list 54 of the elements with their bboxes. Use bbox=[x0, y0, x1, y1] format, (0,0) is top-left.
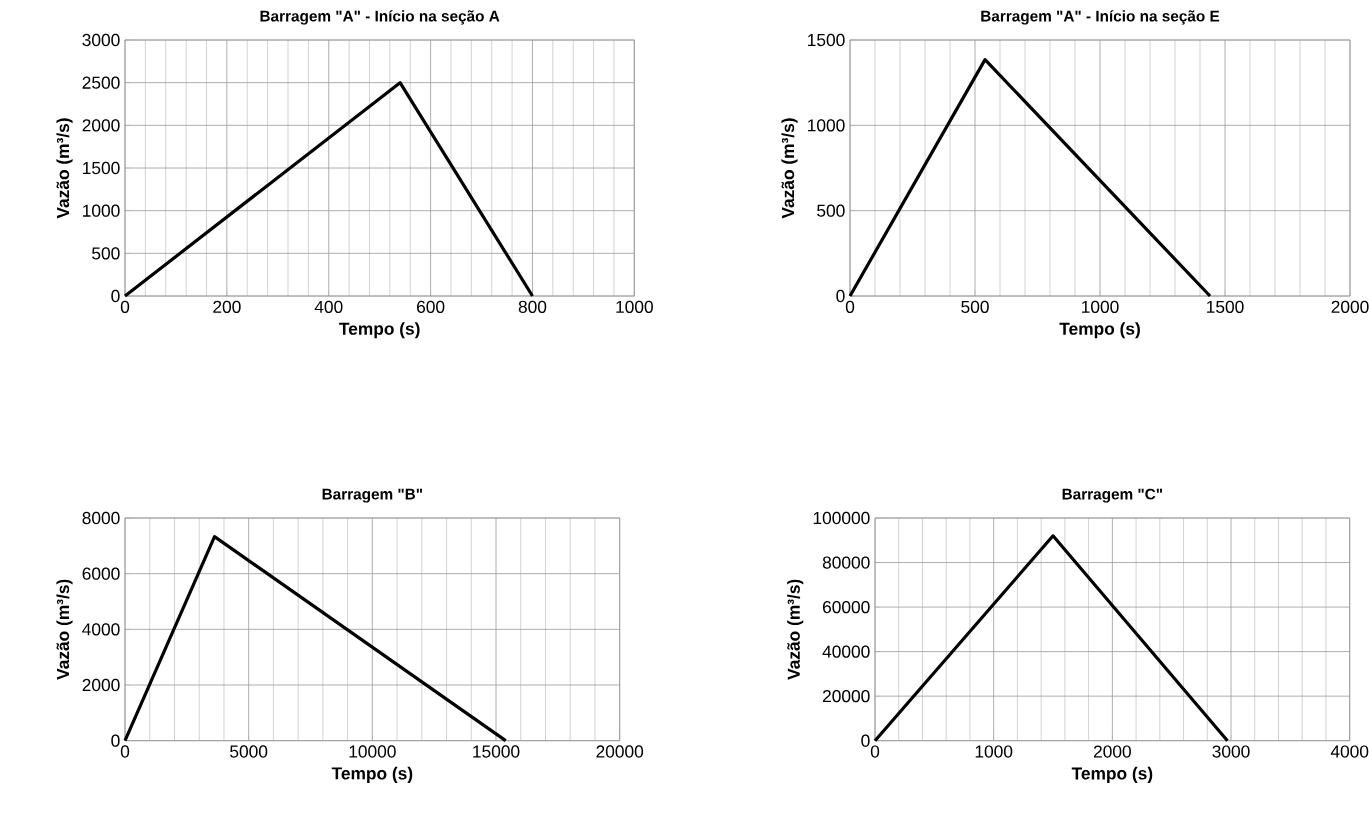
x-tick-label: 2000 bbox=[1331, 300, 1369, 313]
y-tick-label: 1000 bbox=[83, 204, 120, 217]
y-tick-label: 0 bbox=[861, 734, 870, 747]
x-tick-label: 0 bbox=[870, 745, 880, 758]
x-tick-label: 15000 bbox=[473, 745, 520, 758]
y-tick-label: 0 bbox=[111, 734, 120, 747]
x-tick-label: 400 bbox=[314, 300, 343, 313]
y-tick-label: 6000 bbox=[82, 567, 120, 580]
chart-title: Barragem "A" - Início na seção E bbox=[981, 10, 1220, 25]
y-tick-label: 500 bbox=[817, 204, 845, 217]
y-tick-label: 100000 bbox=[813, 511, 870, 525]
x-tick-label: 1000 bbox=[616, 300, 653, 313]
x-tick-label: 1500 bbox=[1207, 300, 1244, 313]
y-tick-label: 40000 bbox=[822, 645, 870, 658]
y-tick-label: 60000 bbox=[822, 600, 870, 614]
y-tick-label: 0 bbox=[836, 289, 845, 303]
y-axis-title: Vazão (m³/s) bbox=[781, 118, 798, 219]
y-tick-label: 1500 bbox=[83, 161, 120, 175]
x-tick-label: 200 bbox=[213, 300, 241, 313]
x-tick-label: 2000 bbox=[1093, 745, 1131, 758]
x-tick-label: 3000 bbox=[1212, 745, 1250, 758]
y-tick-label: 1500 bbox=[808, 33, 845, 47]
x-tick-label: 0 bbox=[120, 300, 130, 313]
y-tick-label: 4000 bbox=[82, 623, 120, 636]
chart-title: Barragem "C" bbox=[1062, 488, 1163, 503]
y-axis-title: Vazão (m³/s) bbox=[56, 118, 73, 219]
x-tick-label: 10000 bbox=[349, 745, 396, 758]
x-tick-label: 5000 bbox=[230, 745, 268, 758]
y-tick-label: 20000 bbox=[822, 690, 870, 703]
x-axis-title: Tempo (s) bbox=[339, 322, 420, 339]
x-axis-title: Tempo (s) bbox=[1071, 766, 1153, 783]
x-tick-label: 1000 bbox=[975, 745, 1013, 758]
x-axis-title: Tempo (s) bbox=[331, 766, 413, 783]
chart-title: Barragem "B" bbox=[322, 488, 423, 503]
y-tick-label: 8000 bbox=[82, 511, 120, 525]
y-tick-label: 2000 bbox=[82, 119, 120, 132]
x-tick-label: 4000 bbox=[1330, 745, 1369, 758]
chart-title: Barragem "A" - Início na seção A bbox=[260, 10, 500, 25]
y-tick-label: 80000 bbox=[822, 556, 870, 569]
y-tick-label: 0 bbox=[111, 289, 120, 303]
x-tick-label: 600 bbox=[417, 300, 445, 313]
x-tick-label: 500 bbox=[961, 300, 989, 313]
y-tick-label: 500 bbox=[92, 247, 120, 260]
x-tick-label: 1000 bbox=[1082, 300, 1119, 313]
x-tick-label: 800 bbox=[518, 300, 547, 313]
y-tick-label: 1000 bbox=[808, 119, 845, 132]
y-tick-label: 2000 bbox=[82, 678, 120, 692]
x-tick-label: 0 bbox=[120, 745, 130, 758]
y-axis-title: Vazão (m³/s) bbox=[56, 579, 73, 680]
x-axis-title: Tempo (s) bbox=[1059, 322, 1140, 339]
y-tick-label: 2500 bbox=[82, 76, 120, 89]
y-tick-label: 3000 bbox=[82, 33, 120, 47]
x-tick-label: 20000 bbox=[596, 745, 644, 758]
y-axis-title: Vazão (m³/s) bbox=[787, 579, 804, 680]
